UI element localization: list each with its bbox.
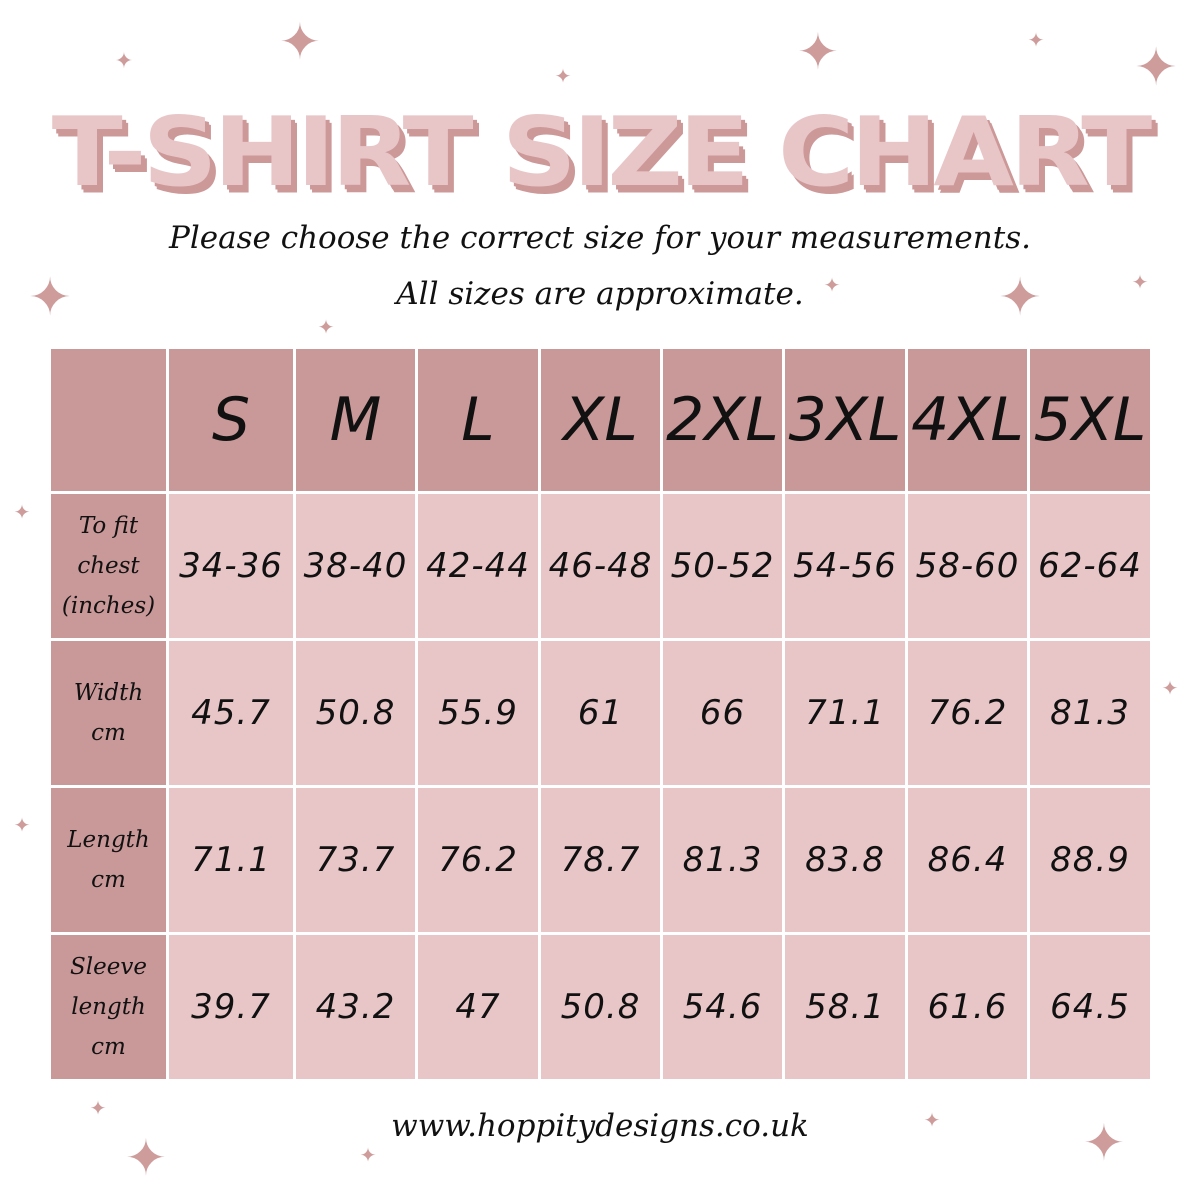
row-label-line: (inches) — [61, 593, 156, 619]
measurement-cell: 47 — [418, 935, 538, 1079]
sparkle-star-icon: ✦ — [823, 273, 841, 297]
footer-url: www.hoppitydesigns.co.uk — [391, 1108, 809, 1144]
sparkle-star-icon: ✦ — [1134, 38, 1178, 98]
measurement-cell: 62-64 — [1030, 494, 1150, 638]
row-label-line: Length — [67, 827, 150, 853]
measurement-cell: 61 — [541, 641, 660, 785]
sparkle-star-icon: ✦ — [923, 1108, 941, 1132]
sparkle-star-icon: ✦ — [89, 1096, 107, 1120]
measurement-cell: 64.5 — [1030, 935, 1150, 1079]
size-header: L — [418, 349, 538, 491]
row-label-line: To fit — [78, 513, 139, 539]
measurement-cell: 43.2 — [296, 935, 415, 1079]
measurement-cell: 61.6 — [908, 935, 1027, 1079]
measurement-cell: 76.2 — [908, 641, 1027, 785]
row-label-line: Width — [73, 680, 144, 706]
measurement-cell: 54.6 — [663, 935, 782, 1079]
size-header: S — [169, 349, 293, 491]
table-row: Width cm 45.7 50.8 55.9 61 66 71.1 76.2 81.3 — [51, 641, 1150, 785]
sparkle-star-icon: ✦ — [28, 268, 72, 328]
sparkle-star-icon: ✦ — [1131, 270, 1149, 294]
size-header: 2XL — [663, 349, 782, 491]
row-label: Width cm — [51, 641, 166, 785]
measurement-cell: 42-44 — [418, 494, 538, 638]
measurement-cell: 76.2 — [418, 788, 538, 932]
measurement-cell: 50-52 — [663, 494, 782, 638]
row-label-line: Sleeve — [70, 954, 147, 980]
size-header: 3XL — [785, 349, 905, 491]
row-label-line: cm — [91, 1034, 126, 1060]
measurement-cell: 55.9 — [418, 641, 538, 785]
sparkle-star-icon: ✦ — [13, 500, 31, 524]
row-label-line: length — [71, 994, 146, 1020]
sparkle-star-icon: ✦ — [359, 1143, 377, 1167]
measurement-cell: 38-40 — [296, 494, 415, 638]
page-title: T-SHIRT SIZE CHART — [51, 95, 1152, 209]
sparkle-star-icon: ✦ — [13, 813, 31, 837]
measurement-cell: 71.1 — [169, 788, 293, 932]
table-row: Sleeve length cm 39.7 43.2 47 50.8 54.6 58.1 61.6… — [51, 935, 1150, 1079]
measurement-cell: 88.9 — [1030, 788, 1150, 932]
subtitle-line-2: All sizes are approximate. — [396, 276, 804, 312]
measurement-cell: 78.7 — [541, 788, 660, 932]
size-table: S M L XL 2XL 3XL 4XL 5XL To fit chest (inc… — [48, 346, 1153, 1082]
sparkle-star-icon: ✦ — [554, 64, 572, 88]
measurement-cell: 54-56 — [785, 494, 905, 638]
sparkle-star-icon: ✦ — [797, 23, 839, 81]
sparkle-star-icon: ✦ — [1083, 1114, 1125, 1172]
size-header: 4XL — [908, 349, 1027, 491]
table-row: To fit chest (inches) 34-36 38-40 42-44 46-48 5… — [51, 494, 1150, 638]
corner-cell — [51, 349, 166, 491]
measurement-cell: 81.3 — [1030, 641, 1150, 785]
sparkle-star-icon: ✦ — [125, 1129, 167, 1187]
size-header: XL — [541, 349, 660, 491]
measurement-cell: 39.7 — [169, 935, 293, 1079]
measurement-cell: 66 — [663, 641, 782, 785]
measurement-cell: 46-48 — [541, 494, 660, 638]
measurement-cell: 45.7 — [169, 641, 293, 785]
sparkle-star-icon: ✦ — [317, 315, 335, 339]
row-label-line: cm — [91, 867, 126, 893]
measurement-cell: 50.8 — [541, 935, 660, 1079]
measurement-cell: 71.1 — [785, 641, 905, 785]
measurement-cell: 73.7 — [296, 788, 415, 932]
sparkle-star-icon: ✦ — [279, 13, 321, 71]
measurement-cell: 81.3 — [663, 788, 782, 932]
measurement-cell: 34-36 — [169, 494, 293, 638]
measurement-cell: 58-60 — [908, 494, 1027, 638]
row-label-line: cm — [91, 720, 126, 746]
row-label-line: chest — [77, 553, 140, 579]
table-header-row: S M L XL 2XL 3XL 4XL 5XL — [51, 349, 1150, 491]
size-header: M — [296, 349, 415, 491]
measurement-cell: 58.1 — [785, 935, 905, 1079]
sparkle-star-icon: ✦ — [998, 268, 1042, 328]
row-label: Sleeve length cm — [51, 935, 166, 1079]
measurement-cell: 83.8 — [785, 788, 905, 932]
table-row: Length cm 71.1 73.7 76.2 78.7 81.3 83.8 86.4 88.9 — [51, 788, 1150, 932]
measurement-cell: 50.8 — [296, 641, 415, 785]
sparkle-star-icon: ✦ — [1027, 28, 1045, 52]
size-header: 5XL — [1030, 349, 1150, 491]
row-label: Length cm — [51, 788, 166, 932]
subtitle-line-1: Please choose the correct size for your … — [169, 220, 1031, 256]
sparkle-star-icon: ✦ — [1161, 676, 1179, 700]
measurement-cell: 86.4 — [908, 788, 1027, 932]
row-label: To fit chest (inches) — [51, 494, 166, 638]
sparkle-star-icon: ✦ — [114, 49, 134, 74]
